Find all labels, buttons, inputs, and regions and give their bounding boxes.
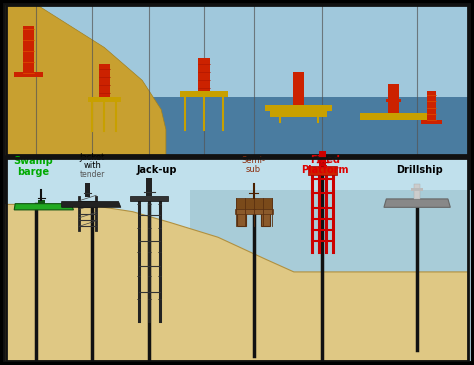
Bar [411, 188, 423, 191]
Text: sub: sub [246, 165, 261, 174]
Bar [198, 58, 210, 91]
Bar [235, 209, 273, 214]
Polygon shape [384, 199, 450, 207]
Bar [261, 212, 270, 226]
Text: with: with [83, 161, 101, 170]
Bar [88, 97, 121, 102]
Bar [388, 84, 399, 113]
Text: Drillship: Drillship [396, 165, 443, 175]
Polygon shape [14, 204, 73, 210]
Bar [130, 196, 168, 201]
Bar [421, 120, 442, 124]
Bar [6, 97, 468, 155]
Bar [265, 105, 332, 111]
Text: Swamp: Swamp [13, 156, 53, 166]
Bar [6, 5, 468, 155]
Bar [180, 91, 228, 97]
Text: Semi-: Semi- [242, 156, 265, 165]
Polygon shape [62, 201, 121, 207]
Text: Jack-up: Jack-up [136, 165, 177, 175]
Bar [6, 158, 468, 361]
Bar [6, 5, 468, 155]
Bar [6, 158, 468, 361]
Bar [190, 190, 473, 361]
Bar [386, 99, 401, 102]
Bar [14, 72, 43, 77]
Bar [308, 166, 337, 175]
Bar [270, 111, 327, 117]
Bar [38, 200, 45, 204]
Bar [427, 91, 436, 124]
Bar [146, 178, 152, 196]
Text: Platform: Platform [301, 165, 348, 175]
Bar [236, 198, 272, 209]
Bar [360, 113, 427, 120]
Bar [414, 184, 420, 199]
Polygon shape [6, 204, 468, 361]
Text: tender: tender [80, 170, 105, 179]
Bar [270, 115, 282, 117]
Bar [319, 151, 326, 166]
Bar [237, 212, 246, 226]
Text: Jacket: Jacket [80, 153, 105, 162]
Polygon shape [6, 5, 166, 155]
Text: barge: barge [17, 167, 49, 177]
Bar [99, 64, 110, 97]
Bar [293, 72, 304, 105]
Bar [85, 182, 90, 197]
Bar [23, 26, 34, 77]
Text: Fixed: Fixed [310, 155, 340, 165]
